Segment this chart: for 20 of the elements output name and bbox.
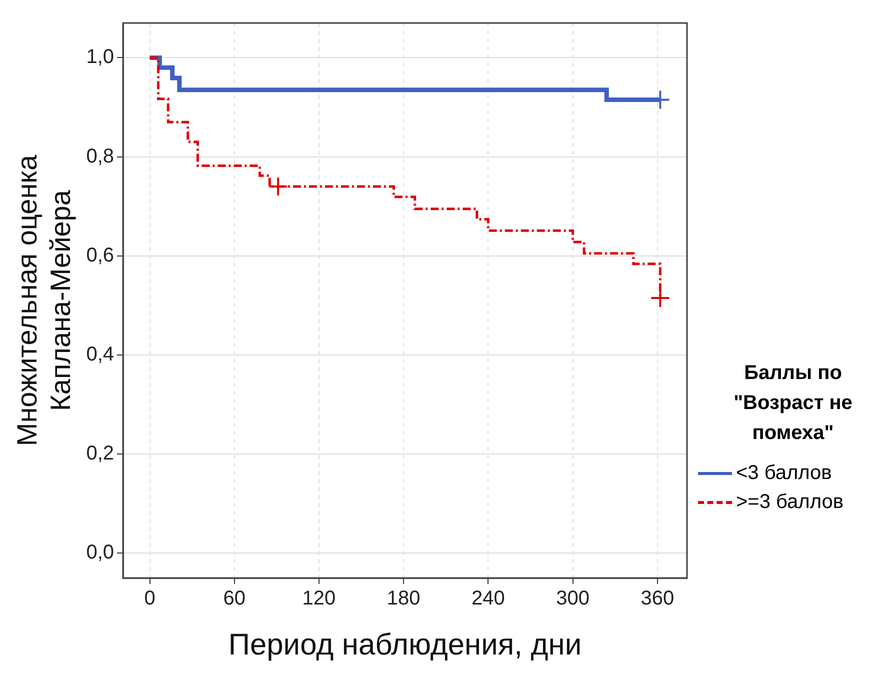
x-tick-label: 240 [472, 588, 505, 610]
legend-label: <3 баллов [736, 462, 832, 485]
x-tick-label: 60 [223, 588, 246, 610]
point [268, 176, 288, 197]
legend-title: Баллы по "Возраст не помеха" [732, 361, 854, 446]
x-tick-label: 300 [556, 588, 590, 610]
legend-label: >=3 баллов [736, 491, 844, 514]
x-tick-label: 0 [144, 588, 156, 610]
x-tick-label: 120 [302, 588, 336, 610]
x-tick-label: 180 [386, 588, 420, 610]
y-tick-label: 0,0 [86, 542, 114, 564]
y-tick-label: 0,8 [86, 145, 114, 168]
y-tick-label: 0,6 [86, 244, 114, 266]
x-tick-label: 360 [640, 588, 674, 610]
y-tick-label: 0,2 [86, 442, 114, 465]
y-tick-label: 0,4 [86, 344, 114, 366]
y-tick-label: 1,0 [86, 46, 114, 68]
point [650, 288, 670, 308]
y-axis-title: Множительная оценка Каплана-Мейера [12, 154, 76, 446]
x-axis-title: Период наблюдения, дни [228, 628, 582, 662]
